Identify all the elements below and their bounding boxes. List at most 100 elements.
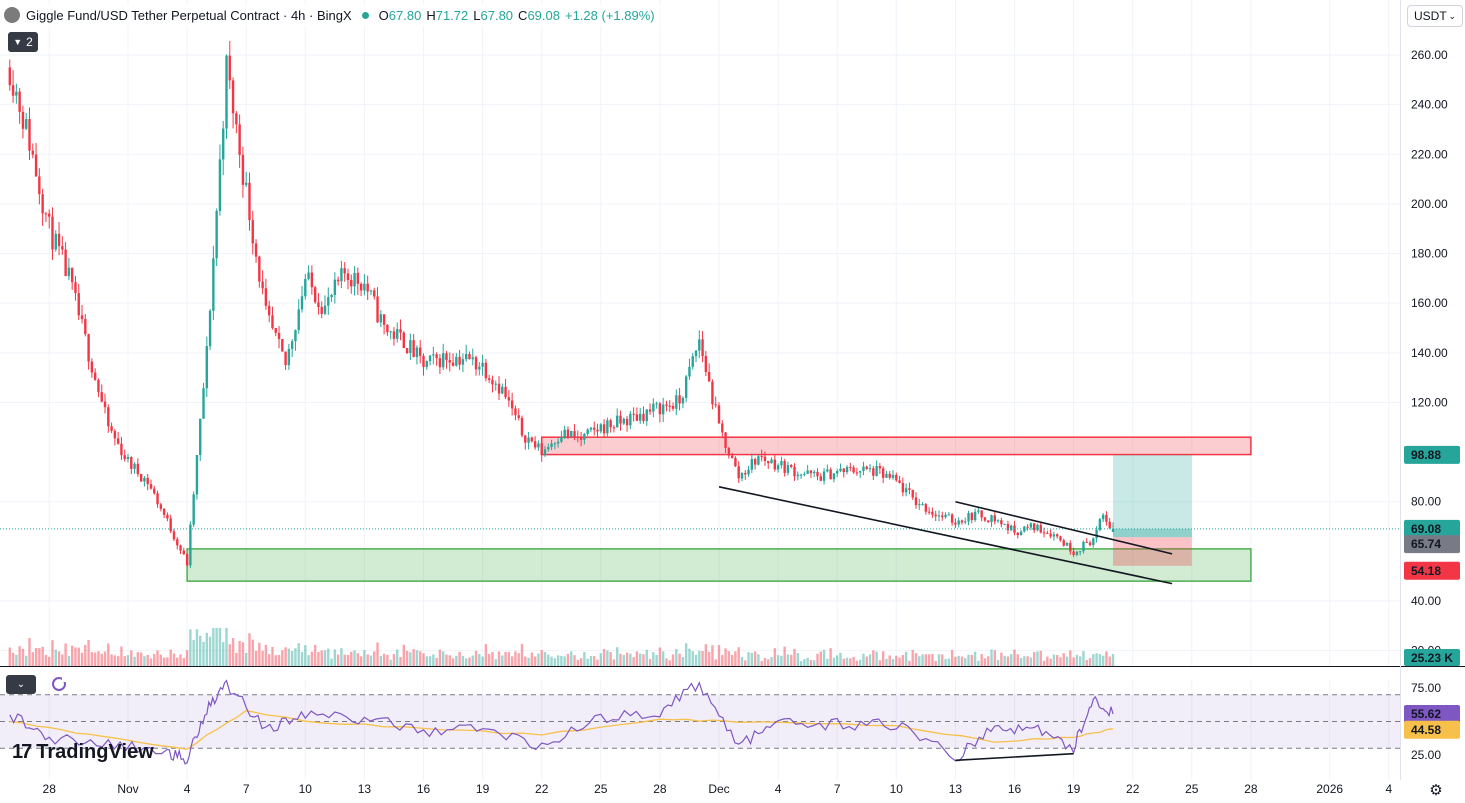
symbol-title[interactable]: Giggle Fund/USD Tether Perpetual Contrac… (26, 7, 352, 23)
position-current-area (1113, 528, 1192, 538)
time-axis[interactable]: 28 Nov 4 7 10 13 16 19 22 25 28 Dec 4 7 10 13 16 19 22 25 28… (43, 782, 1393, 796)
collapse-pane-button[interactable]: ⌄ (6, 675, 36, 694)
currency-select[interactable]: USDT ⌄ (1407, 5, 1463, 27)
candle-body (405, 348, 409, 354)
candle-body (691, 356, 694, 367)
candle-body (530, 437, 534, 442)
volume-bar (858, 659, 862, 666)
volume-bar (895, 655, 898, 666)
candle-body (937, 515, 941, 517)
candle-body (146, 477, 149, 485)
volume-bar (1023, 656, 1026, 666)
candle-body (612, 427, 616, 429)
volume-bar (625, 652, 629, 666)
candle-body (635, 414, 639, 421)
volume-bar (996, 660, 1000, 666)
candle-body (556, 441, 560, 444)
volume-bar (836, 655, 839, 666)
tradingview-logo-icon: 17 (12, 741, 32, 763)
volume-bar (1052, 654, 1056, 666)
volume-bar (28, 638, 31, 666)
candle-body (862, 466, 865, 472)
candle-body (21, 111, 25, 129)
volume-bar (1036, 651, 1039, 666)
candle-body (819, 476, 822, 481)
settings-gear-icon[interactable]: ⚙ (1429, 782, 1443, 799)
time-tick-label: 4 (1385, 782, 1392, 796)
refresh-icon[interactable] (52, 677, 67, 691)
candle-body (727, 447, 731, 456)
candle-body (317, 302, 320, 307)
currency-label: USDT (1414, 9, 1447, 23)
volume-bar (911, 649, 914, 666)
candle-body (346, 273, 350, 281)
tradingview-logo[interactable]: 17 TradingView (12, 741, 154, 764)
volume-bar (34, 647, 38, 666)
volume-bar (356, 653, 360, 666)
volume-bar (97, 651, 100, 666)
volume-bar (11, 652, 15, 666)
volume-bar (724, 648, 727, 666)
candle-body (678, 395, 681, 404)
candle-body (484, 362, 488, 379)
volume-bar (993, 650, 996, 666)
candle-body (783, 461, 786, 473)
candle-body (977, 510, 980, 512)
volume-bar (648, 659, 652, 666)
volume-bar (786, 654, 790, 666)
volume-bar (576, 659, 580, 666)
volume-bar (842, 658, 845, 666)
position-loss-area (1113, 537, 1192, 566)
volume-bar (31, 652, 34, 666)
last-price-label: 69.08 (1411, 522, 1441, 536)
candle-body (1085, 541, 1088, 543)
time-tick-label: 4 (775, 782, 782, 796)
volume-bar (1006, 656, 1010, 666)
candle-body (451, 362, 455, 366)
trendline (955, 500, 1173, 555)
volume-bar (885, 658, 888, 666)
candle-body (560, 436, 563, 442)
candle-body (468, 353, 471, 360)
time-tick-label: 10 (890, 782, 904, 796)
candle-body (396, 329, 399, 339)
volume-bar (977, 660, 980, 666)
candle-body (501, 386, 504, 394)
volume-bar (1029, 657, 1033, 666)
candle-body (983, 517, 987, 521)
candle-body (1026, 526, 1029, 528)
volume-bar (898, 657, 901, 666)
volume-bar (629, 653, 632, 666)
volume-bar (1059, 657, 1062, 666)
volume-bar (264, 644, 268, 666)
volume-bar (195, 629, 199, 666)
volume-bar (734, 651, 737, 666)
candle-body (310, 272, 314, 288)
volume-bar (110, 654, 113, 666)
volume-bar (1013, 649, 1016, 666)
candle-body (87, 334, 90, 362)
volume-bar (363, 650, 366, 666)
volume-bar (419, 651, 422, 666)
volume-bar (1108, 656, 1111, 666)
candle-body (307, 272, 310, 279)
volume-bar (90, 652, 94, 666)
long-position-tool[interactable] (1113, 454, 1192, 566)
candle-body (90, 361, 94, 373)
trendlines[interactable] (718, 486, 1173, 585)
candle-body (780, 461, 783, 466)
volume-bar (340, 648, 343, 666)
candle-body (1072, 551, 1075, 555)
candle-body (340, 268, 343, 282)
candle-body (336, 279, 340, 282)
time-tick-label: 22 (1126, 782, 1140, 796)
candle-body (809, 470, 813, 474)
candle-body (698, 339, 701, 351)
volume-bar (350, 651, 353, 666)
candle-body (38, 176, 41, 195)
indicators-toggle-button[interactable]: ▼ 2 (8, 32, 38, 52)
volume-bar (639, 653, 642, 666)
volume-bar (284, 647, 287, 666)
candle-body (960, 520, 964, 523)
